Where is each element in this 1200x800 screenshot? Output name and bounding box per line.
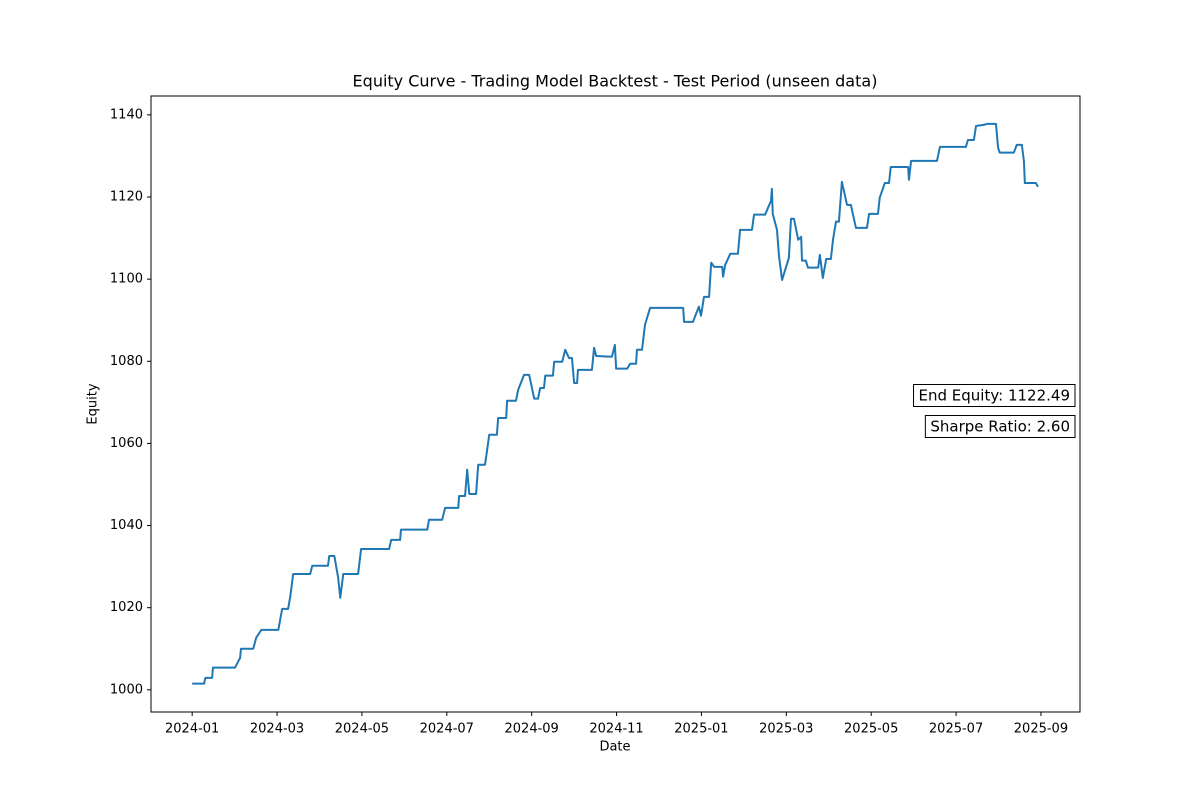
- x-tick-label: 2025-03: [759, 722, 813, 737]
- annotation-box: [924, 415, 1076, 438]
- annotation: End Equity: 1122.49: [919, 387, 1070, 405]
- y-tick-label: 1080: [110, 354, 143, 369]
- x-tick-label: 2025-01: [674, 722, 728, 737]
- x-tick-label: 2024-11: [589, 722, 643, 737]
- annotation: Sharpe Ratio: 2.60: [930, 418, 1070, 436]
- chart-title: Equity Curve - Trading Model Backtest - …: [353, 72, 878, 91]
- y-tick-label: 1140: [110, 107, 143, 122]
- x-tick-label: 2024-03: [250, 722, 304, 737]
- x-tick-label: 2024-05: [335, 722, 389, 737]
- x-tick-label: 2024-07: [420, 722, 474, 737]
- equity-line: [192, 122, 1039, 685]
- x-axis-label: Date: [599, 740, 630, 755]
- axes-frame: [150, 95, 1081, 713]
- y-tick-label: 1100: [110, 272, 143, 287]
- y-tick-label: 1020: [110, 600, 143, 615]
- x-tick-label: 2025-05: [844, 722, 898, 737]
- y-tick-label: 1120: [110, 190, 143, 205]
- x-tick-label: 2025-07: [929, 722, 983, 737]
- x-tick-label: 2024-09: [505, 722, 559, 737]
- x-tick-label: 2025-09: [1014, 722, 1068, 737]
- y-tick-label: 1000: [110, 682, 143, 697]
- y-tick-label: 1060: [110, 436, 143, 451]
- y-axis-label: Equity: [86, 383, 101, 424]
- annotation-box: [913, 384, 1076, 407]
- y-tick-label: 1040: [110, 518, 143, 533]
- x-tick-label: 2024-01: [165, 722, 219, 737]
